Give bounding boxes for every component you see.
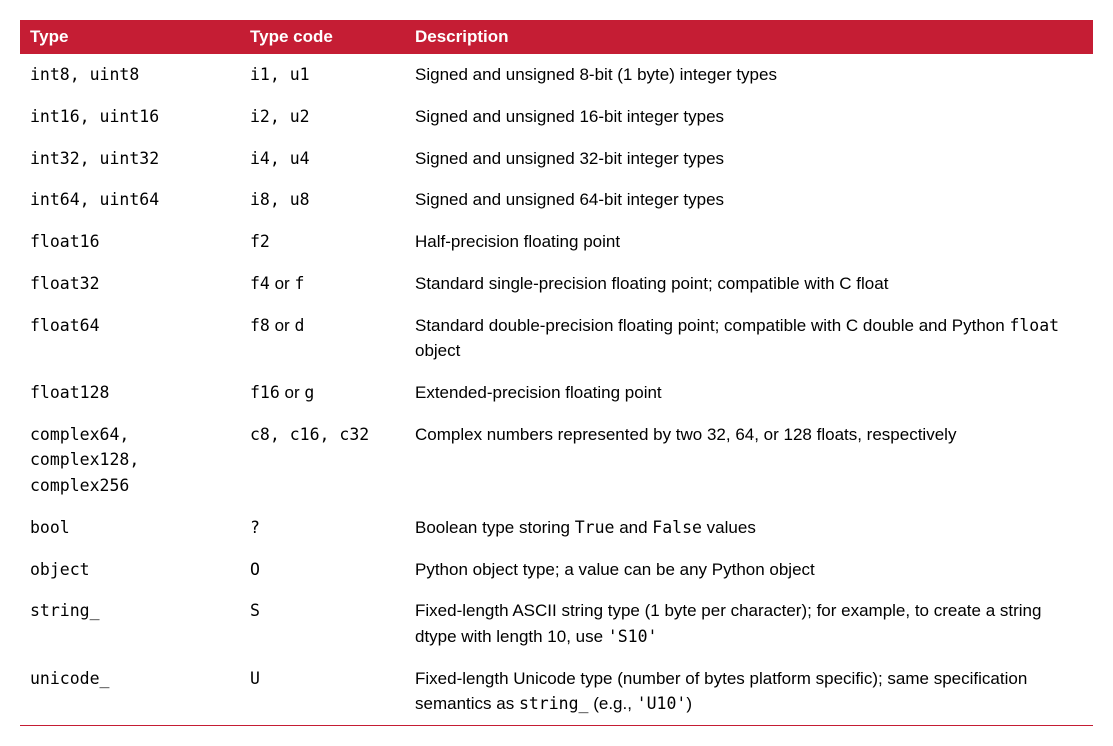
table-row: string_SFixed-length ASCII string type (… [20, 590, 1093, 657]
cell-desc: Fixed-length Unicode type (number of byt… [405, 658, 1093, 726]
cell-code: c8, c16, c32 [240, 414, 405, 507]
cell-code: O [240, 549, 405, 591]
table-row: float32f4 or fStandard single-precision … [20, 263, 1093, 305]
table-header: Type Type code Description [20, 21, 1093, 54]
cell-desc: Half-precision floating point [405, 221, 1093, 263]
cell-type: complex64, complex128, complex256 [20, 414, 240, 507]
cell-type: float32 [20, 263, 240, 305]
table-row: complex64, complex128, complex256c8, c16… [20, 414, 1093, 507]
cell-code: i1, u1 [240, 54, 405, 96]
cell-code: i2, u2 [240, 96, 405, 138]
table-row: bool?Boolean type storing True and False… [20, 507, 1093, 549]
cell-code: i4, u4 [240, 138, 405, 180]
cell-desc: Signed and unsigned 16-bit integer types [405, 96, 1093, 138]
cell-type: int16, uint16 [20, 96, 240, 138]
cell-desc: Signed and unsigned 8-bit (1 byte) integ… [405, 54, 1093, 96]
cell-code: i8, u8 [240, 179, 405, 221]
cell-desc: Signed and unsigned 32-bit integer types [405, 138, 1093, 180]
dtype-table: Type Type code Description int8, uint8i1… [20, 20, 1093, 726]
cell-type: float64 [20, 305, 240, 372]
cell-type: bool [20, 507, 240, 549]
table-row: float64f8 or dStandard double-precision … [20, 305, 1093, 372]
cell-code: ? [240, 507, 405, 549]
table-row: float16f2Half-precision floating point [20, 221, 1093, 263]
table-row: int64, uint64i8, u8Signed and unsigned 6… [20, 179, 1093, 221]
cell-desc: Standard double-precision floating point… [405, 305, 1093, 372]
table-row: unicode_UFixed-length Unicode type (numb… [20, 658, 1093, 726]
col-header-desc: Description [405, 21, 1093, 54]
cell-desc: Extended-precision floating point [405, 372, 1093, 414]
table-row: int8, uint8i1, u1Signed and unsigned 8-b… [20, 54, 1093, 96]
cell-type: string_ [20, 590, 240, 657]
cell-type: int64, uint64 [20, 179, 240, 221]
cell-desc: Signed and unsigned 64-bit integer types [405, 179, 1093, 221]
cell-type: float16 [20, 221, 240, 263]
table-body: int8, uint8i1, u1Signed and unsigned 8-b… [20, 54, 1093, 726]
cell-code: f16 or g [240, 372, 405, 414]
cell-code: U [240, 658, 405, 726]
table-row: objectOPython object type; a value can b… [20, 549, 1093, 591]
cell-desc: Complex numbers represented by two 32, 6… [405, 414, 1093, 507]
cell-type: float128 [20, 372, 240, 414]
cell-code: S [240, 590, 405, 657]
table-row: int32, uint32i4, u4Signed and unsigned 3… [20, 138, 1093, 180]
cell-type: object [20, 549, 240, 591]
cell-desc: Python object type; a value can be any P… [405, 549, 1093, 591]
cell-code: f4 or f [240, 263, 405, 305]
table-row: int16, uint16i2, u2Signed and unsigned 1… [20, 96, 1093, 138]
cell-code: f2 [240, 221, 405, 263]
col-header-type: Type [20, 21, 240, 54]
cell-desc: Fixed-length ASCII string type (1 byte p… [405, 590, 1093, 657]
cell-desc: Standard single-precision floating point… [405, 263, 1093, 305]
cell-desc: Boolean type storing True and False valu… [405, 507, 1093, 549]
cell-type: int8, uint8 [20, 54, 240, 96]
table-row: float128f16 or gExtended-precision float… [20, 372, 1093, 414]
cell-code: f8 or d [240, 305, 405, 372]
col-header-code: Type code [240, 21, 405, 54]
cell-type: unicode_ [20, 658, 240, 726]
cell-type: int32, uint32 [20, 138, 240, 180]
